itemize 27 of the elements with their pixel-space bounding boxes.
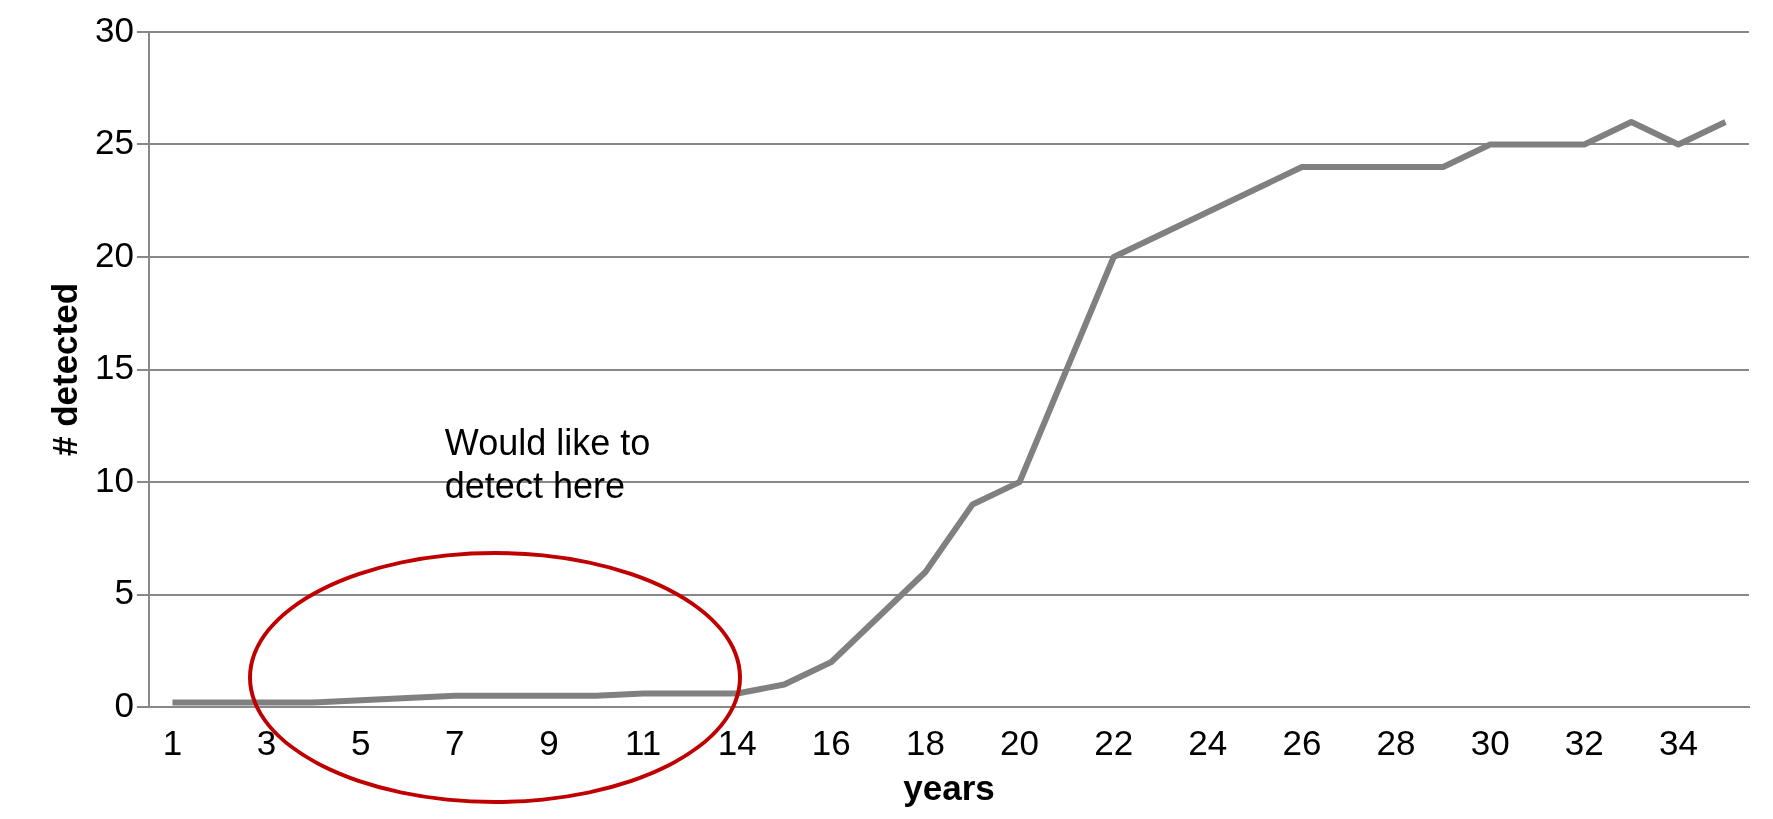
x-tick-label: 16 xyxy=(811,722,851,762)
x-tick-label: 18 xyxy=(905,722,945,762)
y-tick-label: 30 xyxy=(94,9,134,49)
y-tick-label: 10 xyxy=(94,459,134,499)
y-tick-label: 0 xyxy=(114,684,134,724)
x-tick-label: 28 xyxy=(1376,722,1416,762)
annotation: Would like to detect here xyxy=(444,422,651,506)
y-axis-title: # detected xyxy=(44,282,84,457)
x-axis-title: years xyxy=(903,767,995,807)
x-tick-label: 5 xyxy=(350,722,371,762)
x-tick-label: 11 xyxy=(624,722,662,762)
x-tick-label: 9 xyxy=(539,722,559,762)
x-tick-label: 3 xyxy=(256,722,277,762)
x-tick-label: 7 xyxy=(445,722,465,762)
y-tick-label: 5 xyxy=(114,572,134,612)
y-tick-label: 25 xyxy=(94,122,134,162)
x-tick-label: 26 xyxy=(1282,722,1322,762)
x-tick-label: 14 xyxy=(717,722,757,762)
x-tick-label: 20 xyxy=(1000,722,1040,762)
x-tick-label: 24 xyxy=(1188,722,1228,762)
x-tick-label: 32 xyxy=(1564,722,1604,762)
y-tick-label: 20 xyxy=(94,234,134,274)
x-tick-label: 22 xyxy=(1094,722,1134,762)
y-tick-label: 15 xyxy=(94,347,134,387)
x-tick-label: 34 xyxy=(1658,722,1698,762)
x-tick-label: 30 xyxy=(1470,722,1510,762)
x-tick-label: 1 xyxy=(162,722,183,762)
